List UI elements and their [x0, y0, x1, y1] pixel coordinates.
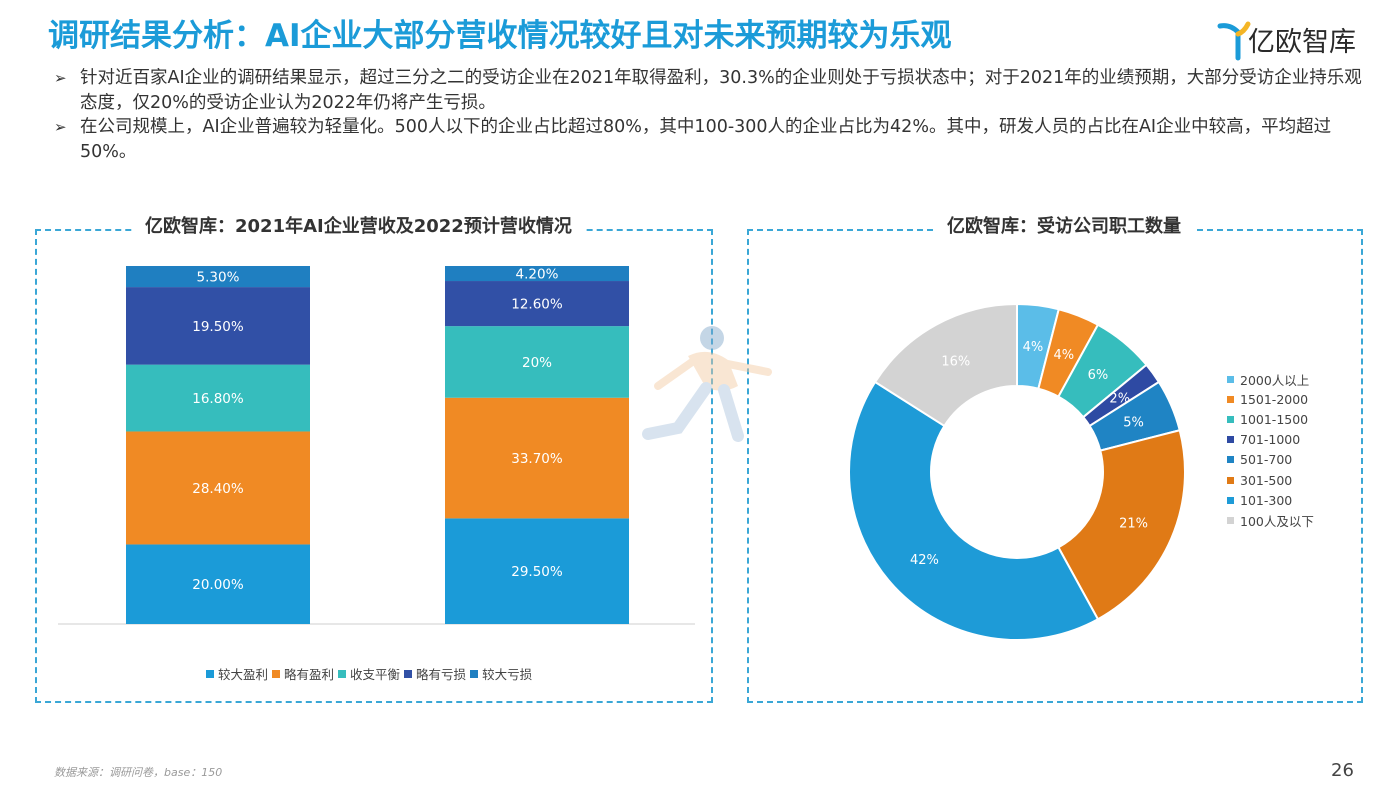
donut-slice-label: 21%: [1119, 516, 1148, 531]
legend-label: 1501-2000: [1240, 391, 1309, 407]
data-source-note: 数据来源：调研问卷，base：150: [54, 766, 223, 779]
legend-swatch: [470, 669, 479, 678]
legend-swatch: [404, 669, 413, 678]
donut-slice-label: 4%: [1023, 340, 1044, 355]
donut-slice: [1057, 429, 1186, 621]
legend-swatch: [1227, 476, 1234, 484]
bullet-item: ➢ 在公司规模上，AI企业普遍较为轻量化。500人以下的企业占比超过80%，其中…: [54, 115, 1374, 164]
legend-item: 2000人以上: [1227, 369, 1314, 389]
donut-slice-label: 42%: [910, 553, 939, 568]
legend-label: 略有亏损: [416, 667, 467, 682]
donut-chart-title: 亿欧智库：受访公司职工数量: [935, 212, 1193, 238]
bar-segment: [126, 287, 310, 365]
legend-item: 100人及以下: [1227, 510, 1314, 530]
bar-segment-label: 5.30%: [197, 270, 240, 286]
legend-item: 略有亏损: [404, 664, 466, 683]
bar-segment-label: 19.50%: [192, 319, 244, 335]
stacked-bar-legend: 较大盈利 略有盈利 收支平衡 略有亏损 较大亏损: [206, 664, 532, 683]
legend-label: 2000人以上: [1240, 372, 1310, 388]
bar-segment-label: 4.20%: [516, 267, 559, 283]
bullet-text: 针对近百家AI企业的调研结果显示，超过三分之二的受访企业在2021年取得盈利，3…: [80, 68, 1362, 113]
legend-swatch: [272, 669, 281, 678]
donut-slice: [873, 302, 1018, 428]
bar-segment-label: 29.50%: [511, 564, 563, 580]
bullet-item: ➢ 针对近百家AI企业的调研结果显示，超过三分之二的受访企业在2021年取得盈利…: [54, 66, 1374, 115]
running-person-illustration: [642, 326, 772, 442]
stacked-bar-chart-title: 亿欧智库：2021年AI企业营收及2022预计营收情况: [133, 212, 584, 238]
legend-label: 收支平衡: [350, 667, 401, 682]
bar-segment: [445, 397, 629, 519]
legend-label: 较大盈利: [218, 667, 269, 682]
legend-item: 较大亏损: [470, 664, 532, 683]
legend-label: 100人及以下: [1240, 513, 1314, 529]
bar-segment-label: 20%: [522, 355, 552, 371]
legend-swatch: [1227, 415, 1234, 423]
logo-mark: [1217, 21, 1251, 61]
legend-item: 1501-2000: [1227, 389, 1314, 409]
legend-item: 701-1000: [1227, 430, 1314, 450]
legend-label: 301-500: [1240, 472, 1293, 488]
legend-label: 701-1000: [1240, 432, 1301, 448]
legend-swatch: [1227, 496, 1234, 504]
arrow-bullet-icon: ➢: [54, 118, 67, 136]
bar-segment-label: 20.00%: [192, 577, 244, 593]
legend-swatch: [1227, 436, 1234, 444]
page-title: 调研结果分析：AI企业大部分营收情况较好且对未来预期较为乐观: [48, 18, 952, 54]
legend-swatch: [1227, 456, 1234, 464]
donut-slice-label: 4%: [1053, 348, 1074, 363]
legend-label: 101-300: [1240, 492, 1293, 508]
bar-segment-label: 12.60%: [511, 297, 563, 313]
donut-slice: [848, 380, 1100, 641]
legend-label: 1001-1500: [1240, 411, 1309, 427]
bar-segment-label: 16.80%: [192, 391, 244, 407]
legend-item: 1001-1500: [1227, 409, 1314, 429]
donut-slice-label: 16%: [941, 355, 970, 370]
page-number: 26: [1331, 760, 1354, 781]
bar-segment: [126, 266, 310, 288]
legend-item: 略有盈利: [272, 664, 334, 683]
donut-slice-label: 5%: [1123, 416, 1144, 431]
legend-item: 501-700: [1227, 450, 1314, 470]
legend-swatch: [1227, 375, 1234, 383]
legend-swatch: [338, 669, 347, 678]
bar-segment: [126, 364, 310, 432]
legend-item: 较大盈利: [206, 664, 268, 683]
legend-label: 略有盈利: [284, 667, 335, 682]
bar-segment-label: 33.70%: [511, 451, 563, 467]
bar-segment: [445, 518, 629, 624]
bar-segment: [126, 544, 310, 624]
legend-label: 501-700: [1240, 452, 1293, 468]
bar-segment: [126, 431, 310, 545]
legend-item: 101-300: [1227, 490, 1314, 510]
bar-segment: [445, 326, 629, 398]
bar-segment: [445, 281, 629, 327]
bullet-text: 在公司规模上，AI企业普遍较为轻量化。500人以下的企业占比超过80%，其中10…: [80, 117, 1332, 162]
legend-item: 301-500: [1227, 470, 1314, 490]
donut-legend: 2000人以上 1501-2000 1001-1500 701-1000 501-700…: [1227, 369, 1314, 531]
summary-bullets: ➢ 针对近百家AI企业的调研结果显示，超过三分之二的受访企业在2021年取得盈利…: [54, 66, 1374, 164]
legend-swatch: [1227, 516, 1234, 524]
bar-segment-label: 28.40%: [192, 481, 244, 497]
logo-text: 亿欧智库: [1248, 27, 1356, 58]
bar-segment: [445, 266, 629, 282]
legend-item: 收支平衡: [338, 664, 400, 683]
legend-label: 较大亏损: [482, 667, 533, 682]
legend-swatch: [206, 669, 214, 678]
legend-swatch: [1227, 395, 1234, 403]
arrow-bullet-icon: ➢: [54, 69, 67, 87]
donut-slice-label: 6%: [1088, 368, 1109, 383]
